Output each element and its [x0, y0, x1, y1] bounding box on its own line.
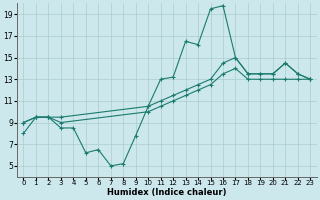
- X-axis label: Humidex (Indice chaleur): Humidex (Indice chaleur): [107, 188, 227, 197]
